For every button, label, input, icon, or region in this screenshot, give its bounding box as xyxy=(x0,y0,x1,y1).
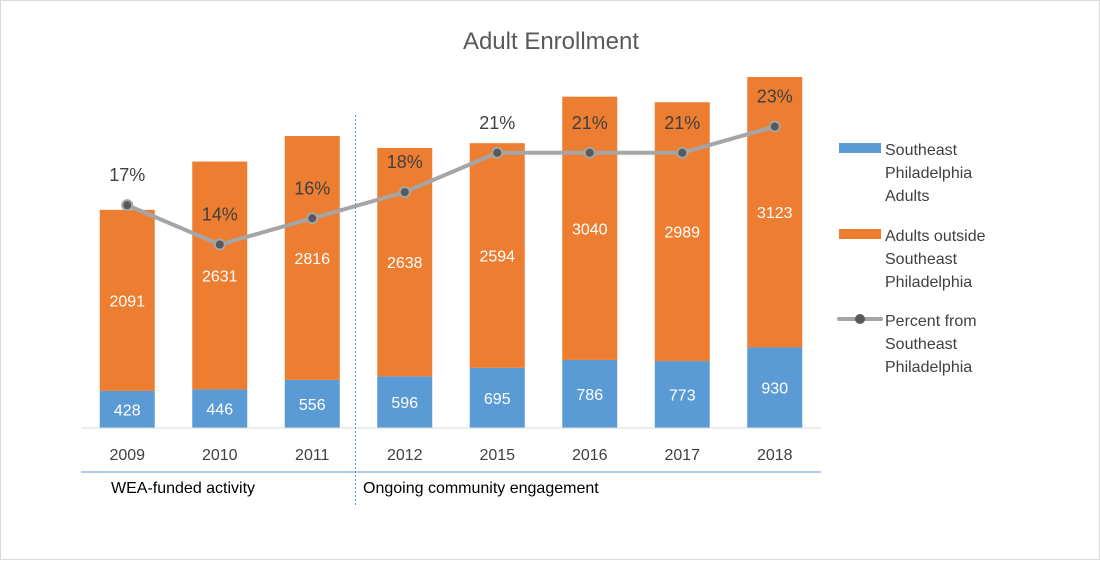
bar-outside-2009 xyxy=(99,209,155,391)
legend-label-outside: Adults outside Southeast Philadelphia xyxy=(885,228,990,291)
percent-point-2016 xyxy=(583,146,596,159)
legend-marker-percent xyxy=(855,314,865,324)
legend-label-southeast: Southeast Philadelphia Adults xyxy=(885,142,977,205)
bar-southeast-2011 xyxy=(284,379,340,428)
legend: Southeast Philadelphia Adults Adults out… xyxy=(837,142,990,376)
x-tick-label-2018: 2018 xyxy=(757,447,793,464)
percent-label-2010: 14% xyxy=(202,205,238,225)
percent-line-layer: 17% 14% 16% 18% 21% 21% 21% 23% xyxy=(109,87,793,251)
percent-point-2017 xyxy=(676,146,689,159)
x-axis: 2009 2010 2011 2012 2015 2016 2017 2018 WEA-fund… xyxy=(81,115,821,506)
bar-label-southeast-2016: 786 xyxy=(576,387,603,404)
percent-label-2012: 18% xyxy=(387,152,423,172)
x-tick-label-2016: 2016 xyxy=(572,447,608,464)
legend-swatch-outside xyxy=(839,229,881,239)
group-label-0: WEA-funded activity xyxy=(111,480,255,497)
percent-label-2018: 23% xyxy=(757,87,793,107)
bar-label-southeast-2018: 930 xyxy=(761,381,788,398)
x-tick-label-2012: 2012 xyxy=(387,447,423,464)
bar-southeast-2016 xyxy=(562,359,618,428)
bar-outside-2015 xyxy=(469,143,525,368)
x-tick-label-2017: 2017 xyxy=(664,447,700,464)
legend-swatch-southeast xyxy=(839,143,881,153)
bar-outside-2016 xyxy=(562,96,618,360)
x-tick-label-2015: 2015 xyxy=(479,447,515,464)
bar-label-southeast-2015: 695 xyxy=(484,391,511,408)
bar-label-outside-2015: 2594 xyxy=(479,249,515,266)
bar-label-outside-2017: 2989 xyxy=(664,225,700,242)
bar-label-southeast-2009: 428 xyxy=(114,402,141,419)
percent-point-2012 xyxy=(398,186,411,199)
percent-point-2015 xyxy=(491,146,504,159)
x-tick-label-2011: 2011 xyxy=(295,447,330,464)
percent-point-2018 xyxy=(768,120,781,133)
bar-southeast-2015 xyxy=(469,367,525,428)
bar-southeast-2012 xyxy=(377,376,433,428)
legend-label-percent: Percent from Southeast Philadelphia xyxy=(885,313,981,376)
percent-line xyxy=(126,124,776,247)
bar-southeast-2010 xyxy=(192,389,248,428)
group-label-1: Ongoing community engagement xyxy=(363,480,599,497)
bar-southeast-2017 xyxy=(654,361,710,428)
bar-outside-2010 xyxy=(192,161,248,390)
chart-title: Adult Enrollment xyxy=(463,28,639,55)
bar-label-outside-2011: 2816 xyxy=(294,251,330,268)
bar-outside-2017 xyxy=(654,102,710,362)
percent-label-2009: 17% xyxy=(109,165,145,185)
bar-label-southeast-2012: 596 xyxy=(391,395,418,412)
percent-label-2017: 21% xyxy=(664,113,700,133)
bar-label-outside-2018: 3123 xyxy=(757,205,793,222)
percent-point-2010 xyxy=(213,238,226,251)
x-tick-label-2009: 2009 xyxy=(109,447,145,464)
bar-outside-2011 xyxy=(284,135,340,380)
bar-southeast-2009 xyxy=(99,390,155,428)
bar-label-southeast-2010: 446 xyxy=(206,402,233,419)
bar-label-outside-2012: 2638 xyxy=(387,255,423,272)
bar-label-outside-2010: 2631 xyxy=(202,268,238,285)
bar-label-southeast-2017: 773 xyxy=(669,388,696,405)
percent-label-2015: 21% xyxy=(479,113,515,133)
percent-label-2011: 16% xyxy=(294,178,330,198)
percent-point-2011 xyxy=(306,212,319,225)
bar-label-outside-2009: 2091 xyxy=(109,293,145,310)
bars-layer: 428 2091 446 2631 556 2816 596 2638 695 2594 786 30… xyxy=(99,77,803,428)
percent-point-2009 xyxy=(121,199,134,212)
bar-southeast-2018 xyxy=(747,347,803,428)
bar-label-outside-2016: 3040 xyxy=(572,221,608,238)
x-tick-label-2010: 2010 xyxy=(202,447,238,464)
percent-label-2016: 21% xyxy=(572,113,608,133)
bar-label-southeast-2011: 556 xyxy=(299,397,326,414)
